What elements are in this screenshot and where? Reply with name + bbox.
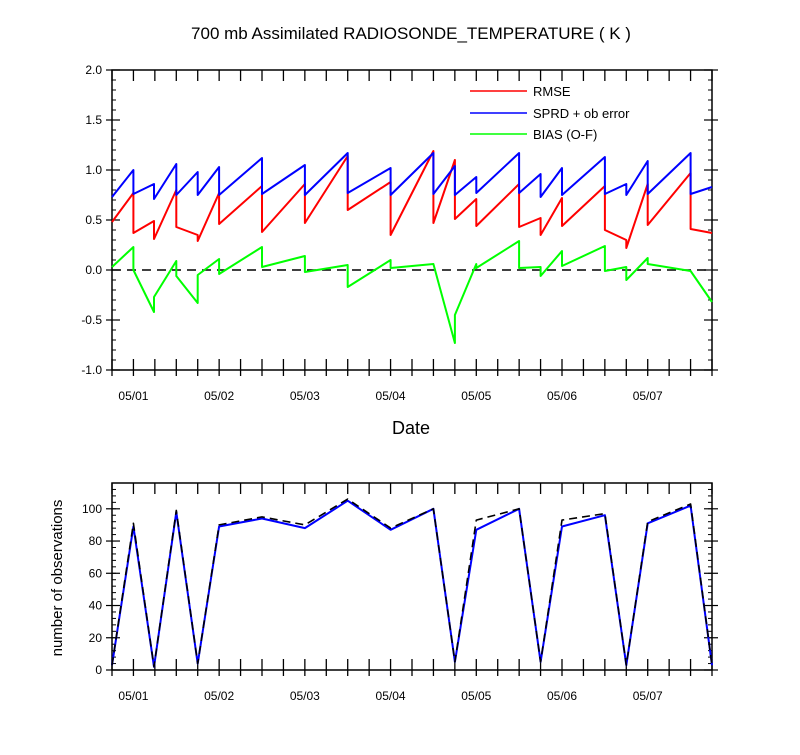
bottom-ytick-label: 20 [89,631,103,645]
legend: RMSE SPRD + ob error BIAS (O-F) [470,84,630,142]
top-ytick-label: 1.5 [85,113,102,127]
series-line-rmse [111,150,713,249]
bottom-ytick-label: 100 [82,502,102,516]
bottom-xtick-label: 05/07 [633,689,663,703]
bottom-ytick-label: 60 [89,566,103,580]
top-panel: 2.0 1.5 1.0 0.5 0.0 -0.5 -1.0 05/01 05/02 05/03 05… [81,63,718,403]
bottom-xtick-label: 05/03 [290,689,320,703]
bottom-ytick-label: 0 [95,663,102,677]
bottom-xtick-label: 05/04 [376,689,406,703]
legend-label-sprd: SPRD + ob error [533,106,630,121]
chart-title: 700 mb Assimilated RADIOSONDE_TEMPERATUR… [191,24,631,43]
top-xtick-label: 05/04 [376,389,406,403]
series-line-sprd [111,152,713,200]
top-xtick-label: 05/02 [204,389,234,403]
series-line-used [111,499,713,668]
legend-label-rmse: RMSE [533,84,571,99]
top-xtick-label: 05/05 [461,389,491,403]
top-ytick-label: 2.0 [85,63,102,77]
bottom-xtick-label: 05/05 [461,689,491,703]
series-line-possible [111,498,713,668]
bottom-panel: 0 20 40 60 80 100 05/01 05/02 05/03 05/04 05/05 05/… [82,482,718,703]
top-xtick-label: 05/07 [633,389,663,403]
bottom-xtick-label: 05/02 [204,689,234,703]
top-ytick-label: -0.5 [81,313,102,327]
series-line-bias [111,240,713,344]
bottom-ytick-label: 40 [89,599,103,613]
x-axis-label: Date [392,418,430,438]
y-axis-label-observations: number of observations [49,500,66,657]
top-ytick-label: 1.0 [85,163,102,177]
top-xtick-label: 05/03 [290,389,320,403]
top-ytick-label: 0.5 [85,213,102,227]
top-ytick-label: -1.0 [81,363,102,377]
top-ytick-label: 0.0 [85,263,102,277]
top-xtick-label: 05/06 [547,389,577,403]
top-xtick-label: 05/01 [118,389,148,403]
legend-label-bias: BIAS (O-F) [533,127,597,142]
bottom-ytick-label: 80 [89,534,103,548]
bottom-xtick-label: 05/01 [118,689,148,703]
bottom-xtick-label: 05/06 [547,689,577,703]
